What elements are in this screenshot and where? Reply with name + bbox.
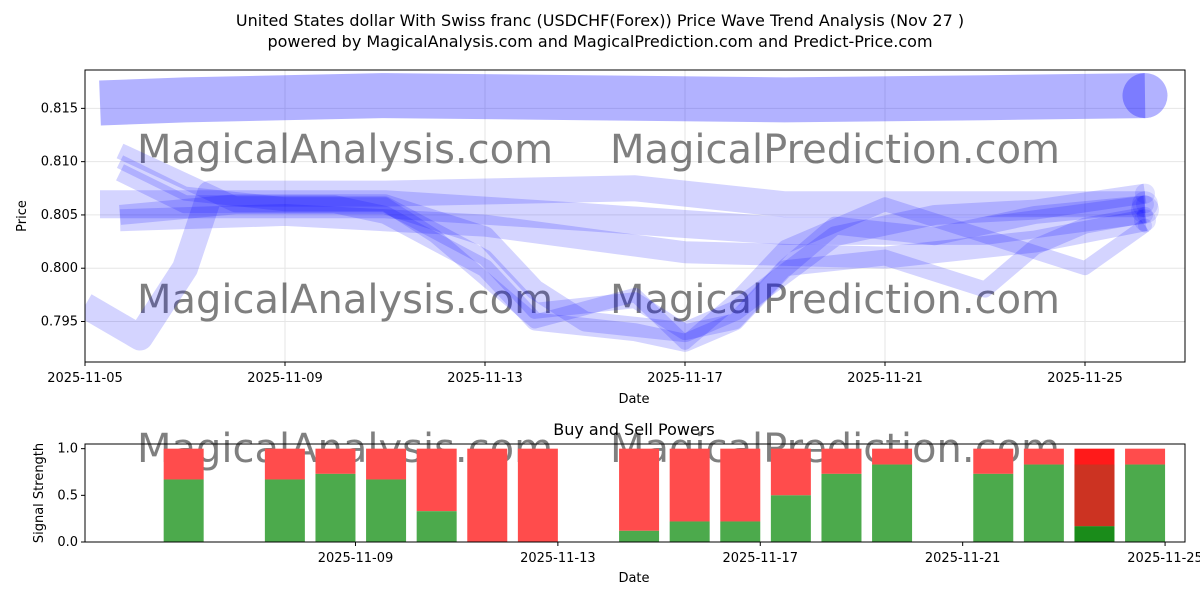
bottom-title: Buy and Sell Powers — [553, 420, 715, 439]
buy-bar — [872, 464, 913, 542]
wave-line-2 — [100, 190, 1147, 245]
y-tick-label: 1.0 — [57, 442, 78, 457]
sell-bar — [163, 448, 204, 480]
wave-line-6 — [119, 183, 1147, 343]
wave-line-3 — [116, 164, 1146, 352]
sell-bar — [720, 448, 761, 522]
buy-bar — [264, 479, 305, 542]
wave-line-1 — [99, 73, 1146, 126]
chart-title: United States dollar With Swiss franc (U… — [236, 11, 964, 30]
x-tick-label: 2025-11-09 — [318, 551, 394, 566]
watermark: MagicalPrediction.com — [610, 277, 1060, 323]
watermark: MagicalPrediction.com — [610, 127, 1060, 173]
y-tick-label: 0.795 — [41, 315, 78, 330]
y-tick-label: 0.810 — [41, 155, 78, 170]
bottom-y-label: Signal Strength — [32, 443, 47, 543]
buy-bar — [821, 473, 862, 542]
wave-end-cap — [1122, 73, 1168, 119]
buy-bar — [163, 479, 204, 542]
sell-bar — [315, 448, 356, 474]
plot-frame — [84, 69, 1186, 363]
x-tick-label: 2025-11-09 — [247, 371, 323, 386]
sell-bar — [872, 448, 913, 465]
wave-line-4 — [85, 175, 1145, 351]
sell-bar — [517, 448, 558, 542]
x-tick-label: 2025-11-13 — [447, 371, 523, 386]
sell-bar — [1023, 448, 1064, 465]
y-tick-label: 0.800 — [41, 261, 78, 276]
buy-bar — [315, 473, 356, 542]
x-tick-label: 2025-11-17 — [647, 371, 723, 386]
wave-line-5 — [116, 143, 1147, 341]
y-tick-label: 0.5 — [57, 488, 78, 503]
watermark: MagicalAnalysis.com — [137, 277, 553, 323]
x-tick-label: 2025-11-17 — [722, 551, 798, 566]
buy-bar — [1125, 464, 1166, 542]
wave-end-cap — [1138, 218, 1152, 233]
x-tick-label: 2025-11-21 — [847, 371, 923, 386]
buy-bar — [720, 521, 761, 542]
buy-bar — [366, 479, 407, 542]
wave-end-cap — [1132, 191, 1158, 218]
sell-bar — [669, 448, 710, 522]
y-tick-label: 0.805 — [41, 208, 78, 223]
wave-end-cap — [1135, 183, 1155, 204]
sell-bar — [416, 448, 457, 512]
watermark: MagicalAnalysis.com — [137, 127, 553, 173]
x-tick-label: 2025-11-25 — [1047, 371, 1123, 386]
sell-bar — [366, 448, 407, 480]
buy-bar — [973, 473, 1014, 542]
buy-bar — [770, 495, 811, 542]
wave-end-cap — [1136, 195, 1154, 214]
y-tick-label: 0.0 — [57, 535, 78, 550]
sell-bar — [1125, 448, 1166, 465]
wave-lines — [85, 73, 1168, 352]
bottom-x-label: Date — [618, 571, 649, 586]
buy-bar — [619, 530, 660, 542]
sell-bar — [821, 448, 862, 474]
buy-bar — [1023, 464, 1064, 542]
sell-bar — [264, 448, 305, 480]
chart-subtitle: powered by MagicalAnalysis.com and Magic… — [267, 32, 932, 51]
x-tick-label: 2025-11-21 — [925, 551, 1001, 566]
x-tick-label: 2025-11-13 — [520, 551, 596, 566]
x-tick-label: 2025-11-25 — [1127, 551, 1200, 566]
y-tick-label: 0.815 — [41, 101, 78, 116]
wave-end-cap — [1137, 206, 1153, 223]
plot-frame — [84, 443, 1186, 543]
overlay-bar — [1074, 464, 1115, 527]
top-y-label: Price — [15, 200, 30, 232]
sell-bar — [770, 448, 811, 496]
buy-bar — [669, 521, 710, 542]
wave-line-8 — [119, 203, 1148, 269]
buy-bar — [1074, 526, 1115, 542]
top-x-label: Date — [618, 392, 649, 407]
sell-bar — [467, 448, 508, 542]
wave-line-7 — [116, 155, 1150, 350]
wave-end-cap — [1131, 195, 1159, 224]
sell-bar — [973, 448, 1014, 474]
x-tick-label: 2025-11-05 — [47, 371, 123, 386]
sell-bar — [619, 448, 660, 531]
buy-bar — [416, 511, 457, 542]
wave-end-cap — [1134, 209, 1156, 232]
